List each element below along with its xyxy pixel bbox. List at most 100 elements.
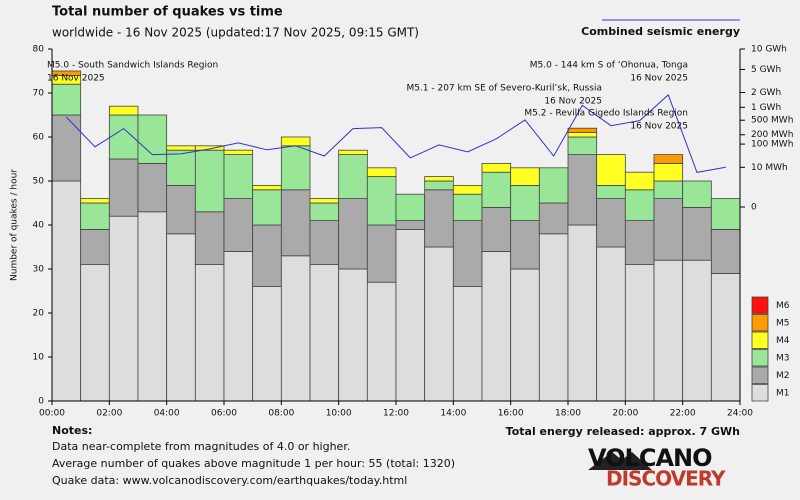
bar-segment [252, 286, 282, 402]
bar-segment [510, 184, 540, 221]
y-tick-label: 60 [33, 133, 45, 143]
bar-segment [510, 167, 540, 186]
legend-label: M5 [776, 319, 790, 329]
bar-segment [538, 233, 569, 402]
bar-segment [280, 145, 311, 191]
bar-segment [510, 220, 540, 270]
bar-segment [223, 149, 254, 155]
bar-segment [567, 132, 598, 138]
bar-segment [51, 114, 82, 182]
bar-segment [309, 202, 340, 222]
chart-title: Total number of quakes vs time [52, 5, 283, 20]
bar-segment [338, 268, 368, 402]
bar-segment [80, 264, 110, 402]
legend-label: M3 [776, 354, 790, 364]
bar-segment [424, 176, 454, 182]
x-tick-label: 02:00 [96, 409, 122, 419]
bar-segment [395, 193, 426, 221]
bar-segment [624, 189, 655, 222]
bar-segment [108, 114, 139, 160]
bar-segment [280, 189, 311, 257]
bar-segment [624, 220, 655, 266]
bar-segment [252, 189, 282, 226]
legend-label: M6 [776, 301, 790, 311]
logo-icon [588, 452, 652, 470]
chart-subtitle: worldwide - 16 Nov 2025 (updated:17 Nov … [52, 26, 419, 40]
legend-label: M2 [776, 371, 790, 381]
bar-segment [624, 171, 655, 191]
y-tick-label: 80 [33, 45, 45, 55]
bar-segment [108, 158, 139, 217]
bar-segment [309, 220, 340, 266]
bar-segment [567, 154, 598, 226]
notes-heading: Notes: [52, 424, 92, 437]
legend-label: M1 [776, 389, 790, 399]
bar-segment [338, 198, 368, 270]
bar-segment [280, 255, 311, 402]
bar-segment [166, 233, 196, 402]
bar-segment [80, 202, 110, 230]
bar-segment [108, 105, 139, 116]
y2-tick-label: 2 GWh [751, 88, 781, 98]
legend-swatch [751, 296, 769, 314]
bar-segment [80, 198, 110, 204]
x-tick-label: 24:00 [727, 409, 753, 419]
bar-segment [710, 228, 741, 274]
legend-swatch [751, 366, 769, 384]
bar-segment [194, 145, 225, 151]
bar-segment [682, 259, 712, 402]
bar-segment [710, 198, 741, 230]
bar-segment [223, 154, 254, 200]
y-tick-label: 0 [38, 397, 44, 407]
bar-segment [567, 224, 598, 402]
y2-tick-label: 200 MWh [751, 130, 793, 140]
energy-line [65, 94, 726, 173]
bar-segment [481, 206, 512, 252]
bar-segment [137, 162, 168, 213]
bar-segment [452, 220, 483, 288]
bar-segment [653, 259, 684, 402]
bar-segment [452, 193, 483, 221]
bar-segment [596, 198, 626, 248]
legend-swatch [751, 331, 769, 349]
bar-segment [166, 184, 196, 235]
bar-segment [137, 211, 168, 402]
y-tick-label: 50 [33, 177, 45, 187]
x-tick-label: 10:00 [326, 409, 352, 419]
bar-segment [252, 184, 282, 191]
bar-segment [452, 184, 483, 195]
legend-swatch [751, 384, 769, 402]
bar-segment [366, 167, 397, 178]
bar-segment [366, 224, 397, 283]
bar-segment [682, 206, 712, 261]
legend-label: M4 [776, 336, 790, 346]
y-axis-title: Number of quakes / hour [10, 169, 20, 281]
bar-segment [338, 154, 368, 200]
x-tick-label: 18:00 [555, 409, 581, 419]
bar-segment [108, 215, 139, 402]
bar-segment [338, 149, 368, 155]
bar-segment [80, 228, 110, 265]
x-tick-label: 04:00 [154, 409, 180, 419]
bar-segment [653, 198, 684, 261]
x-tick-label: 16:00 [498, 409, 524, 419]
x-tick-label: 12:00 [383, 409, 409, 419]
bar-segment [166, 149, 196, 186]
bar-segment [223, 198, 254, 252]
bar-segment [166, 145, 196, 151]
bar-segment [538, 202, 569, 235]
notes-line: Quake data: www.volcanodiscovery.com/ear… [52, 474, 407, 487]
bar-segment [481, 250, 512, 402]
bar-segment [51, 180, 82, 402]
y2-tick-label: 10 GWh [751, 45, 787, 55]
bar-segment [596, 154, 626, 186]
y-tick-label: 10 [33, 353, 45, 363]
annotation: M5.0 - 144 km S of ‘Ohonua, Tonga [530, 61, 688, 71]
y-tick-label: 20 [33, 309, 45, 319]
bar-segment [280, 136, 311, 147]
bar-segment [510, 268, 540, 402]
bar-segment [252, 224, 282, 287]
bar-segment [567, 127, 598, 133]
y2-tick-label: 0 [751, 203, 757, 213]
